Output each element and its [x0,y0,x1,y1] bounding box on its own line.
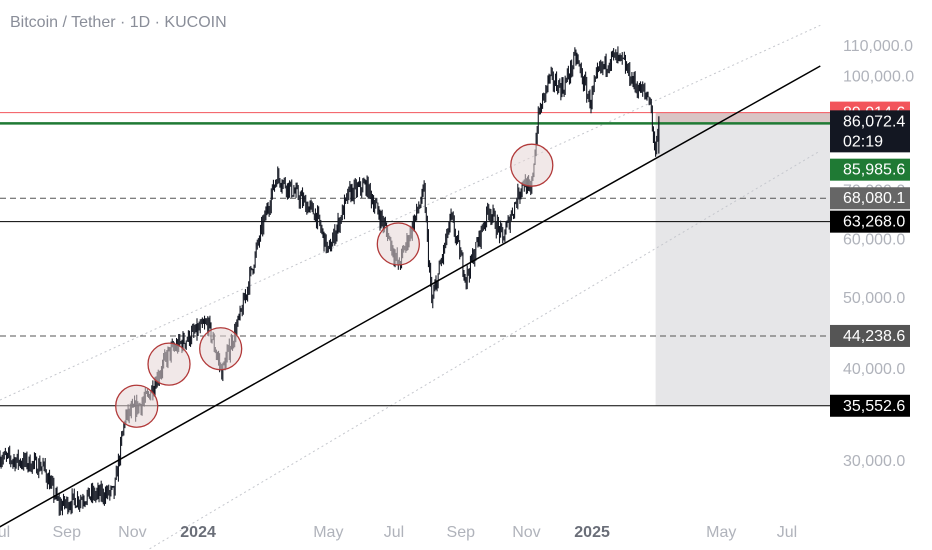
x-tick-label-6: Sep [447,524,476,541]
candles [0,46,660,516]
price-label-box-6 [830,394,910,417]
y-tick-label-1: 100,000.0 [843,68,914,85]
y-axis: 110,000.0100,000.070,000.060,000.050,000… [843,38,914,470]
price-label-box-2 [830,158,910,181]
x-tick-label-2: Nov [118,524,146,541]
channel-upper-line [0,24,821,401]
y-tick-label-0: 110,000.0 [843,38,913,55]
x-tick-label-8: 2025 [574,524,610,541]
touch-circle-1 [147,342,191,386]
x-tick-label-4: May [313,524,343,541]
x-tick-label-9: May [706,524,736,541]
price-label-box-5 [830,324,910,347]
x-tick-label-0: Jul [0,524,10,541]
price-label-4: 63,268.0 [843,214,905,231]
plot-area [0,24,830,550]
price-label-6: 35,552.6 [843,398,905,415]
channel-lower-line [146,150,821,550]
target-zone [655,112,830,124]
chart-title: Bitcoin / Tether · 1D · KUCOIN [10,14,227,31]
risk-zone [655,123,830,406]
price-label-box-4 [830,210,910,233]
touch-circle-0 [115,384,159,428]
trendline [0,65,821,528]
price-labels: 89,014.686,072.402:1985,985.668,080.163,… [830,101,910,417]
x-tick-label-7: Nov [512,524,540,541]
touch-circle-4 [510,143,554,187]
price-label-3: 68,080.1 [843,190,905,207]
x-tick-label-5: Jul [384,524,404,541]
price-label-2: 85,985.6 [843,162,905,179]
y-tick-label-5: 40,000.0 [843,361,905,378]
x-tick-label-10: Jul [777,524,797,541]
y-tick-label-6: 30,000.0 [843,453,905,470]
price-label-countdown: 02:19 [843,133,883,150]
price-label-5: 44,238.6 [843,328,905,345]
x-tick-label-1: Sep [53,524,82,541]
x-tick-label-3: 2024 [180,524,216,541]
x-axis: Jul Sep Nov 2024 May Jul Sep Nov 2025 May Jul [0,524,797,541]
price-label-box-1 [830,110,910,153]
y-tick-label-3: 60,000.0 [843,232,905,249]
y-tick-label-4: 50,000.0 [843,290,905,307]
touch-circle-3 [376,222,420,266]
price-label-box-3 [830,187,910,210]
price-label-1: 86,072.4 [843,113,905,130]
touch-circle-2 [199,327,243,371]
